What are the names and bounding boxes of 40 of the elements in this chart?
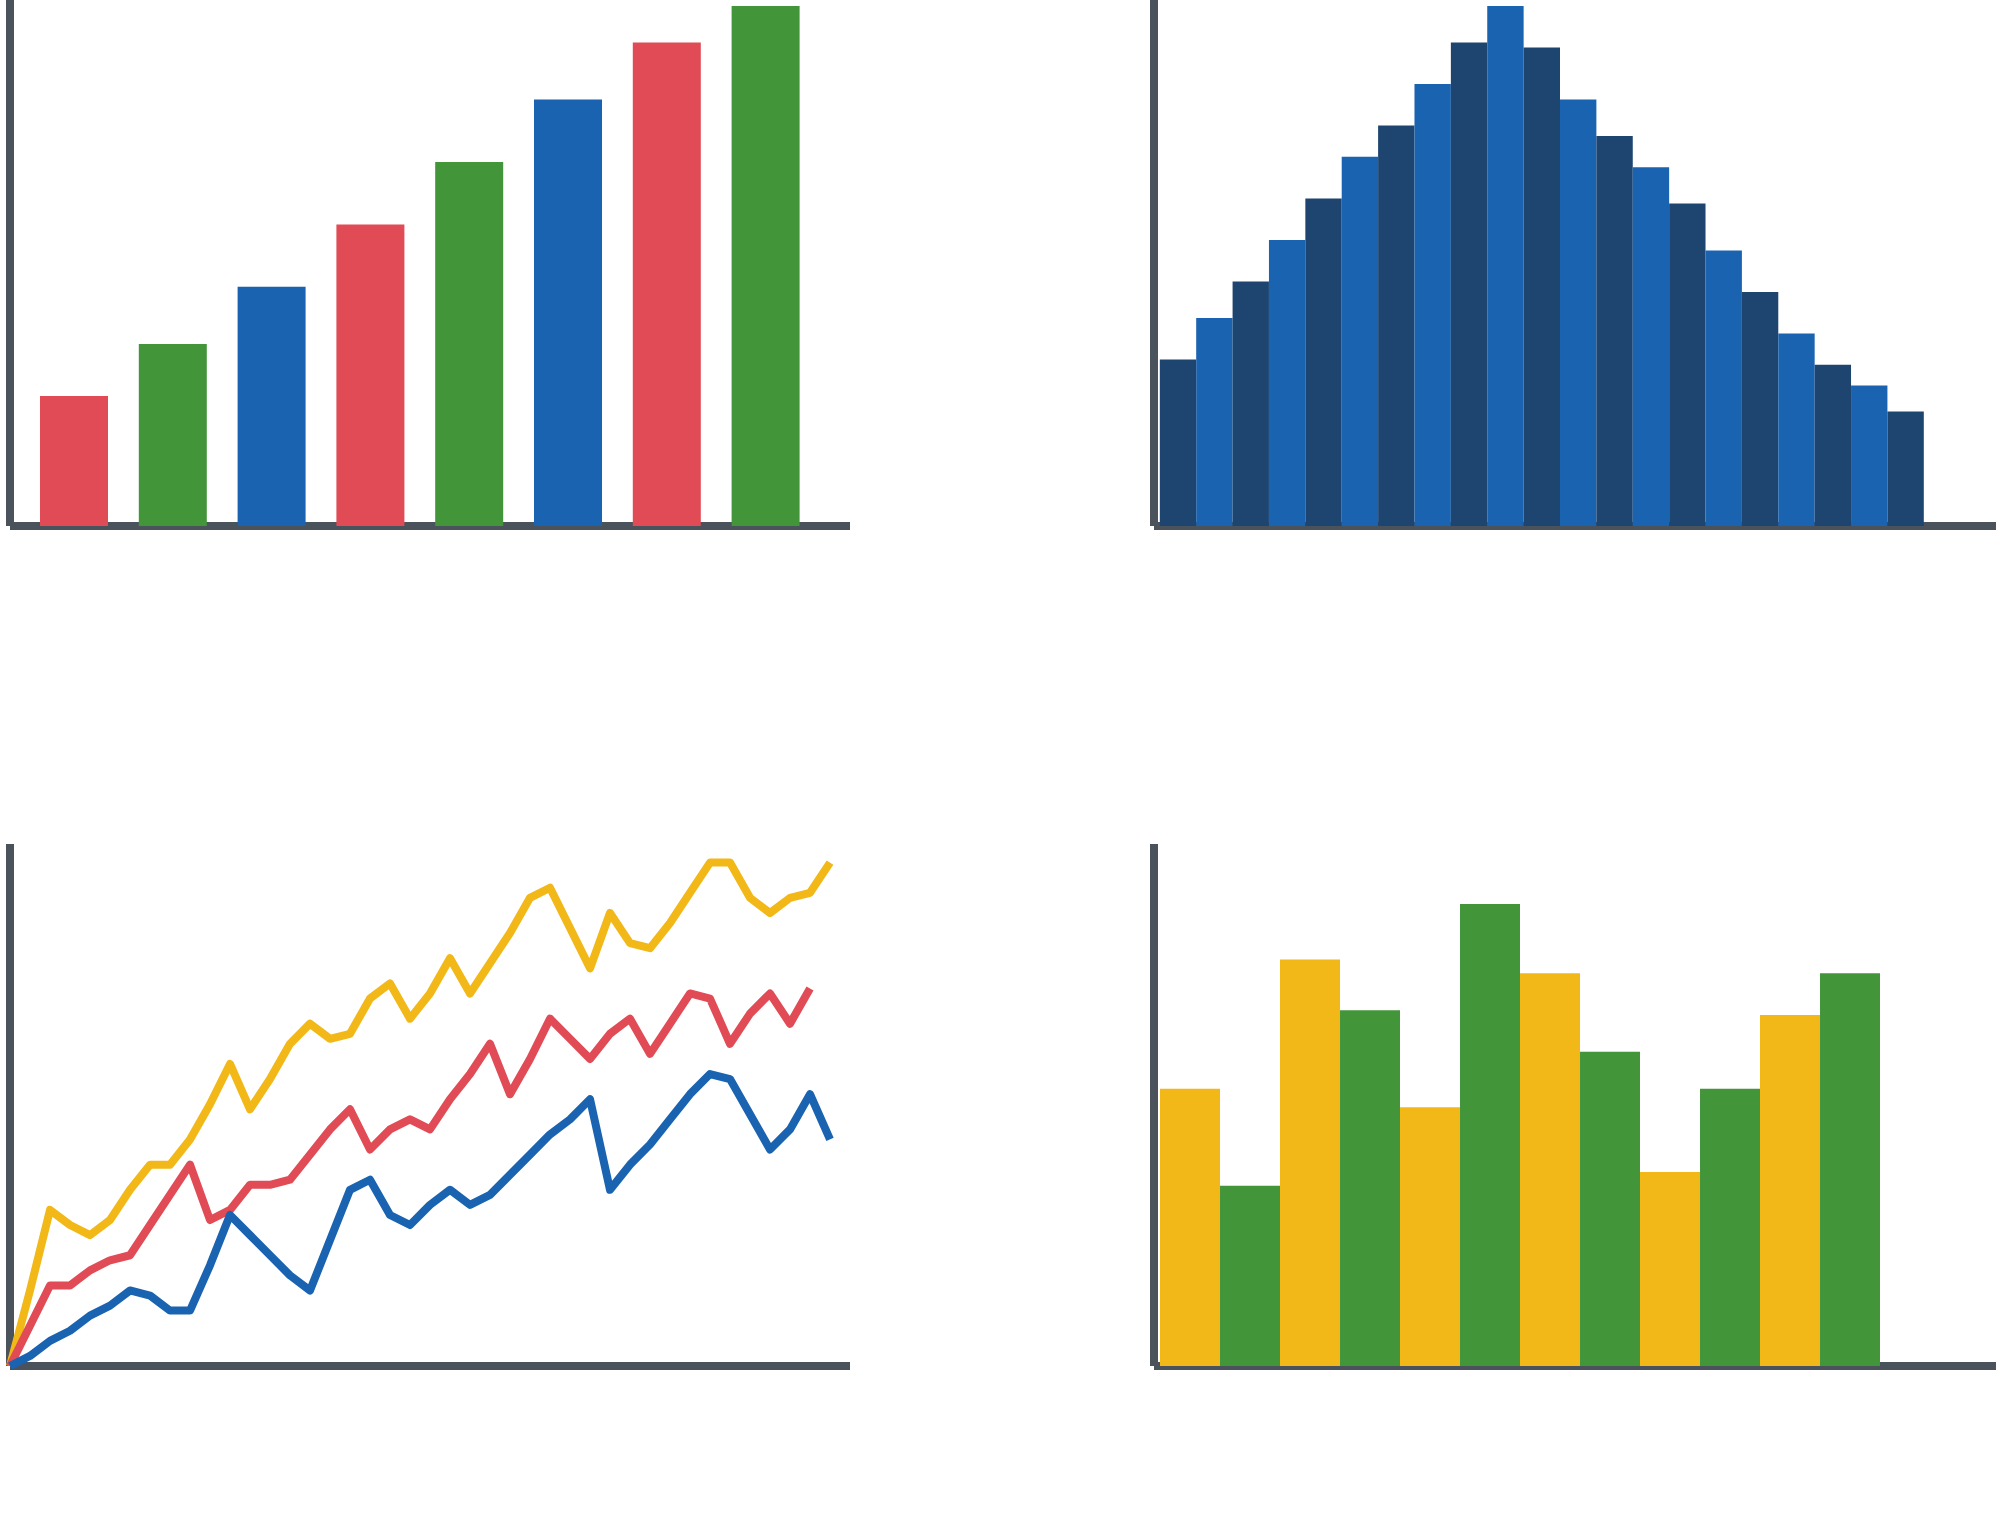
bar — [237, 286, 306, 526]
bar — [336, 224, 405, 526]
bar — [1580, 1051, 1641, 1367]
bar — [1669, 203, 1706, 526]
bar — [1378, 125, 1415, 526]
bar — [138, 343, 207, 526]
bar — [1887, 411, 1924, 526]
bar — [1450, 42, 1488, 526]
bar — [1523, 47, 1560, 526]
bar — [1814, 364, 1852, 526]
bar — [1460, 904, 1521, 1367]
bar — [1487, 5, 1524, 526]
bar — [1632, 167, 1670, 526]
bar — [1341, 156, 1379, 526]
bar — [1640, 1171, 1701, 1367]
bar — [1414, 83, 1451, 526]
bar — [1280, 959, 1341, 1367]
bar — [1596, 135, 1633, 526]
bar — [1196, 317, 1233, 526]
bar — [1778, 333, 1815, 526]
bar — [435, 161, 504, 526]
bar — [534, 99, 603, 526]
bar — [1705, 250, 1742, 526]
bar — [39, 395, 109, 526]
bar — [1700, 1088, 1761, 1367]
bar — [1760, 1014, 1821, 1367]
bar — [1268, 239, 1306, 526]
bar — [1400, 1107, 1461, 1367]
bar — [1851, 385, 1888, 526]
bar — [1340, 1010, 1401, 1367]
bar — [1820, 973, 1881, 1367]
bar — [1520, 973, 1581, 1367]
bar — [1741, 291, 1779, 526]
bar — [1232, 281, 1269, 526]
bar — [632, 42, 701, 526]
bar — [1560, 99, 1597, 526]
bar — [1159, 359, 1197, 526]
bar — [1220, 1185, 1281, 1367]
bar — [1305, 198, 1342, 526]
bar — [731, 5, 800, 526]
